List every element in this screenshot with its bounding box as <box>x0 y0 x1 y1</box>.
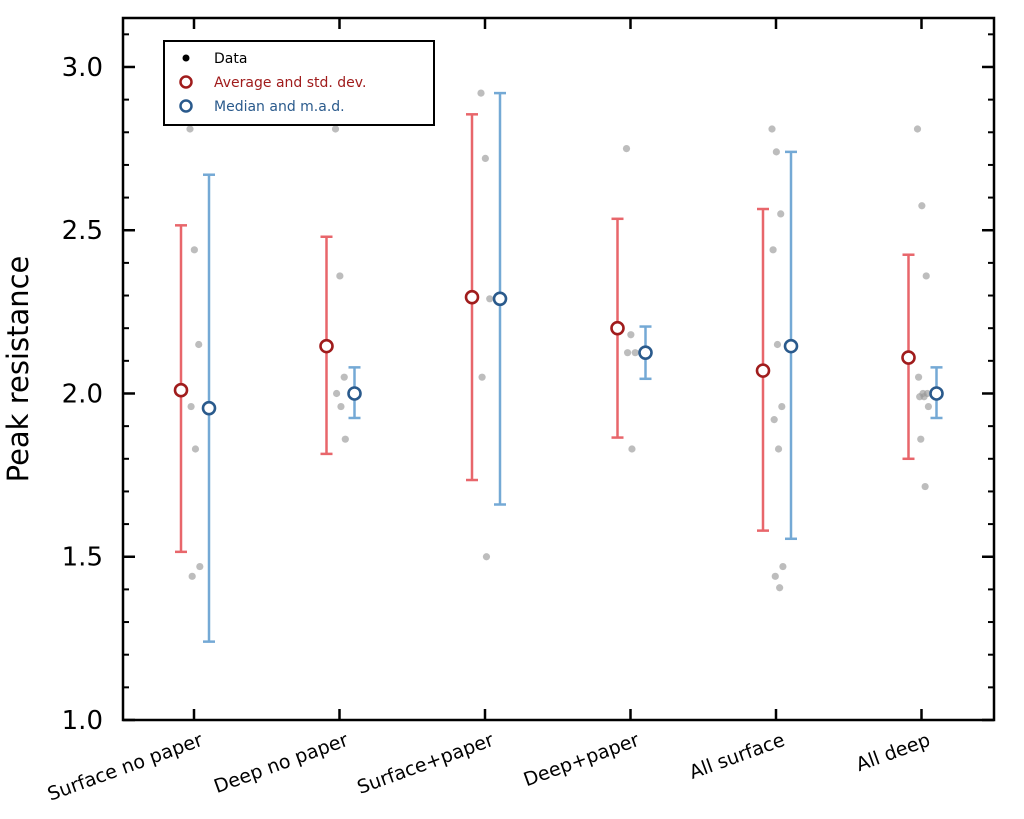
y-axis-title: Peak resistance <box>1 256 35 483</box>
data-point <box>768 125 776 133</box>
data-point <box>623 349 632 357</box>
x-category-label: Surface no paper <box>45 729 206 806</box>
data-point <box>627 331 635 339</box>
data-point <box>481 154 489 162</box>
median-marker <box>638 345 653 360</box>
median-marker <box>783 338 799 354</box>
legend-mean-label: Average and std. dev. <box>214 75 366 91</box>
data-point <box>774 445 783 453</box>
data-point <box>772 148 780 156</box>
data-point <box>922 272 930 280</box>
data-point <box>187 402 195 411</box>
data-point <box>913 125 922 133</box>
data-point <box>778 402 786 411</box>
data-point <box>191 445 200 453</box>
legend-box <box>163 40 435 126</box>
x-category-label: Deep+paper <box>521 729 643 791</box>
x-tick-labels: Surface no paper Deep no paper Surface+pap… <box>45 729 934 806</box>
data-point <box>918 202 926 210</box>
legend: Data Average and std. dev. Median and m.… <box>163 40 435 126</box>
data-point <box>186 125 194 133</box>
plot-frame <box>121 16 996 722</box>
median-marker <box>347 386 362 401</box>
mean-marker <box>173 382 189 398</box>
data-point <box>921 482 929 491</box>
mean-marker <box>610 320 625 336</box>
data-point <box>924 402 933 411</box>
data-point <box>195 340 203 349</box>
mean-marker <box>464 289 480 305</box>
data-point <box>776 584 784 592</box>
y-tick-label: 1.0 <box>62 706 103 736</box>
y-tick-labels: 1.0 1.5 2.0 2.5 3.0 <box>62 53 103 736</box>
median-marker <box>929 386 944 401</box>
data-point <box>920 393 928 401</box>
data-point <box>779 562 787 571</box>
y-tick-label: 1.5 <box>62 543 103 573</box>
median-marker <box>201 400 217 416</box>
data-point <box>337 402 345 411</box>
legend-data-label: Data <box>214 51 247 67</box>
data-point <box>769 246 777 254</box>
data-point <box>332 389 341 398</box>
data-point <box>770 416 778 424</box>
median-marker <box>492 291 508 307</box>
data-point <box>336 272 344 280</box>
mean-marker <box>319 338 334 354</box>
data-point <box>486 295 494 303</box>
data-point <box>917 435 925 443</box>
data-point <box>628 445 636 453</box>
x-category-label: Surface+paper <box>354 729 497 799</box>
data-point <box>331 125 340 133</box>
tick-layer <box>123 18 994 722</box>
data-point <box>477 89 485 97</box>
data-point <box>773 340 782 349</box>
data-point <box>771 572 779 580</box>
data-point <box>777 210 785 218</box>
data-point <box>482 553 491 561</box>
data-layer <box>186 89 933 592</box>
data-point <box>914 373 923 381</box>
errorbar-layer <box>173 91 944 643</box>
data-point <box>340 373 348 381</box>
data-point <box>188 572 196 580</box>
legend-mean-marker <box>179 75 193 89</box>
data-point <box>622 145 631 153</box>
data-point <box>478 373 486 381</box>
data-point <box>631 349 639 357</box>
y-tick-label: 3.0 <box>62 53 103 83</box>
y-tick-label: 2.5 <box>62 216 103 246</box>
data-point <box>190 246 198 254</box>
x-category-label: All deep <box>853 729 933 776</box>
y-tick-label: 2.0 <box>62 379 103 409</box>
legend-median-label: Median and m.a.d. <box>214 99 345 115</box>
legend-median-marker <box>179 99 193 113</box>
mean-marker <box>901 350 916 365</box>
mean-marker <box>755 363 771 378</box>
data-point <box>341 435 349 443</box>
x-category-label: Deep no paper <box>211 729 351 798</box>
data-point <box>196 562 204 571</box>
legend-data-marker <box>182 54 190 62</box>
x-category-label: All surface <box>686 729 787 784</box>
